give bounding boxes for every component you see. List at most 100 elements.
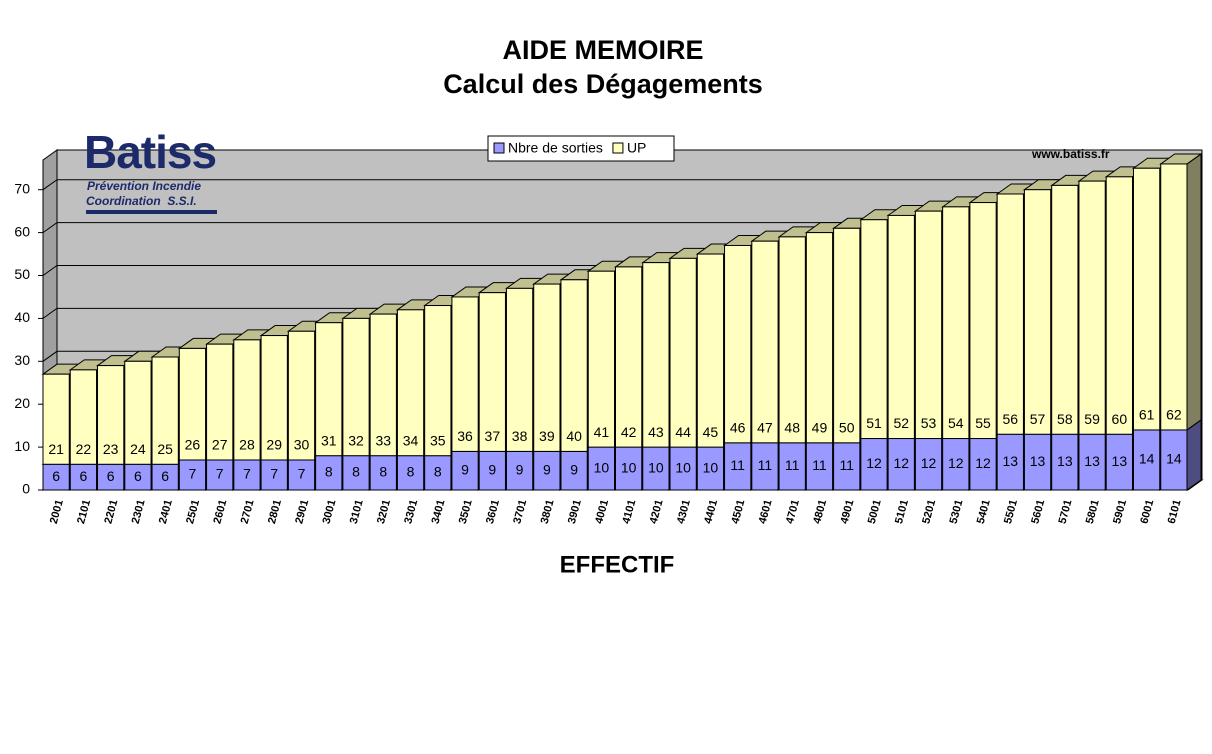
bar (751, 240, 779, 444)
x-tick-label: 5901 (1111, 498, 1129, 525)
x-tick-label: 3901 (566, 498, 584, 525)
data-label: 46 (730, 420, 746, 436)
bar (560, 279, 588, 452)
bar (260, 459, 288, 491)
data-label: 39 (539, 428, 555, 444)
data-label: 29 (266, 437, 282, 453)
bar (124, 360, 152, 465)
x-tick-label: 3601 (484, 498, 502, 525)
logo-line: Coordination S.S.I. (86, 194, 197, 208)
x-tick-label: 2201 (102, 498, 120, 525)
x-tick-label: 5401 (975, 498, 993, 525)
legend-swatch (612, 142, 624, 154)
bar (724, 244, 752, 444)
x-tick-label: 3701 (511, 498, 529, 525)
data-label: 49 (812, 420, 828, 436)
data-label: 11 (839, 457, 854, 473)
data-label: 24 (130, 441, 146, 457)
bar (97, 365, 125, 465)
data-label: 8 (379, 464, 387, 480)
data-label: 9 (488, 461, 496, 477)
data-label: 25 (157, 441, 173, 457)
x-tick-label: 5501 (1002, 498, 1020, 525)
data-label: 32 (348, 432, 364, 448)
bar (478, 292, 506, 452)
logo-line: Prévention Incendie (87, 179, 201, 193)
bar (1051, 184, 1079, 435)
bar (424, 305, 452, 457)
bar (860, 219, 888, 440)
data-label: 12 (866, 455, 882, 471)
x-tick-label: 2601 (211, 498, 229, 525)
bar (533, 450, 561, 491)
data-label: 61 (1139, 407, 1155, 423)
bar (996, 193, 1024, 435)
y-tick-label: 0 (22, 481, 30, 497)
data-label: 50 (839, 420, 855, 436)
x-tick-label: 5001 (866, 498, 884, 525)
data-label: 6 (52, 468, 60, 484)
bar (669, 257, 697, 448)
data-label: 36 (457, 428, 473, 444)
legend-label: Nbre de sorties (508, 140, 603, 156)
data-label: 8 (325, 464, 333, 480)
legend-box (487, 135, 675, 162)
website: www.batiss.fr (1031, 147, 1110, 161)
data-label: 9 (516, 461, 524, 477)
bar (887, 438, 915, 491)
data-label: 7 (216, 466, 224, 482)
x-tick-label: 5301 (948, 498, 966, 525)
data-label: 51 (866, 415, 882, 431)
bar (833, 442, 861, 491)
bar (833, 227, 861, 444)
x-tick-label: 4101 (620, 498, 638, 525)
bar (805, 232, 834, 444)
data-label: 57 (1030, 411, 1046, 427)
data-label: 53 (921, 415, 937, 431)
data-label: 28 (239, 437, 255, 453)
data-label: 8 (352, 464, 360, 480)
data-label: 43 (648, 424, 664, 440)
x-tick-label: 3201 (375, 498, 393, 525)
x-tick-label: 2801 (266, 498, 284, 525)
data-label: 13 (1057, 453, 1073, 469)
grid-line (42, 179, 1202, 191)
bar (1105, 176, 1133, 435)
data-label: 9 (570, 461, 578, 477)
bar (805, 442, 834, 491)
data-label: 30 (294, 437, 310, 453)
y-tick-label: 60 (14, 223, 30, 239)
bar (996, 433, 1024, 491)
bar (451, 450, 479, 491)
data-label: 41 (594, 424, 610, 440)
data-label: 13 (1003, 453, 1019, 469)
data-label: 6 (161, 468, 169, 484)
bar (1023, 189, 1052, 435)
data-label: 13 (1112, 453, 1128, 469)
data-label: 56 (1003, 411, 1019, 427)
bar (260, 335, 288, 461)
bar (1078, 180, 1106, 435)
x-tick-label: 6101 (1166, 498, 1184, 525)
data-label: 21 (48, 441, 64, 457)
bar (233, 459, 261, 491)
data-label: 31 (321, 432, 337, 448)
bar (396, 309, 425, 457)
legend-swatch (493, 142, 505, 154)
data-label: 62 (1166, 407, 1182, 423)
bar (206, 459, 234, 491)
bar (914, 438, 943, 491)
data-label: 42 (621, 424, 637, 440)
bar (233, 339, 261, 461)
bar (587, 446, 616, 491)
y-tick-label: 20 (14, 395, 30, 411)
data-label: 59 (1084, 411, 1100, 427)
y-tick-label: 70 (14, 180, 30, 196)
bar (287, 459, 316, 491)
y-tick-label: 10 (14, 438, 30, 454)
data-label: 23 (103, 441, 119, 457)
x-tick-label: 3801 (539, 498, 557, 525)
data-label: 12 (948, 455, 964, 471)
data-label: 40 (566, 428, 582, 444)
bar (1160, 163, 1188, 431)
